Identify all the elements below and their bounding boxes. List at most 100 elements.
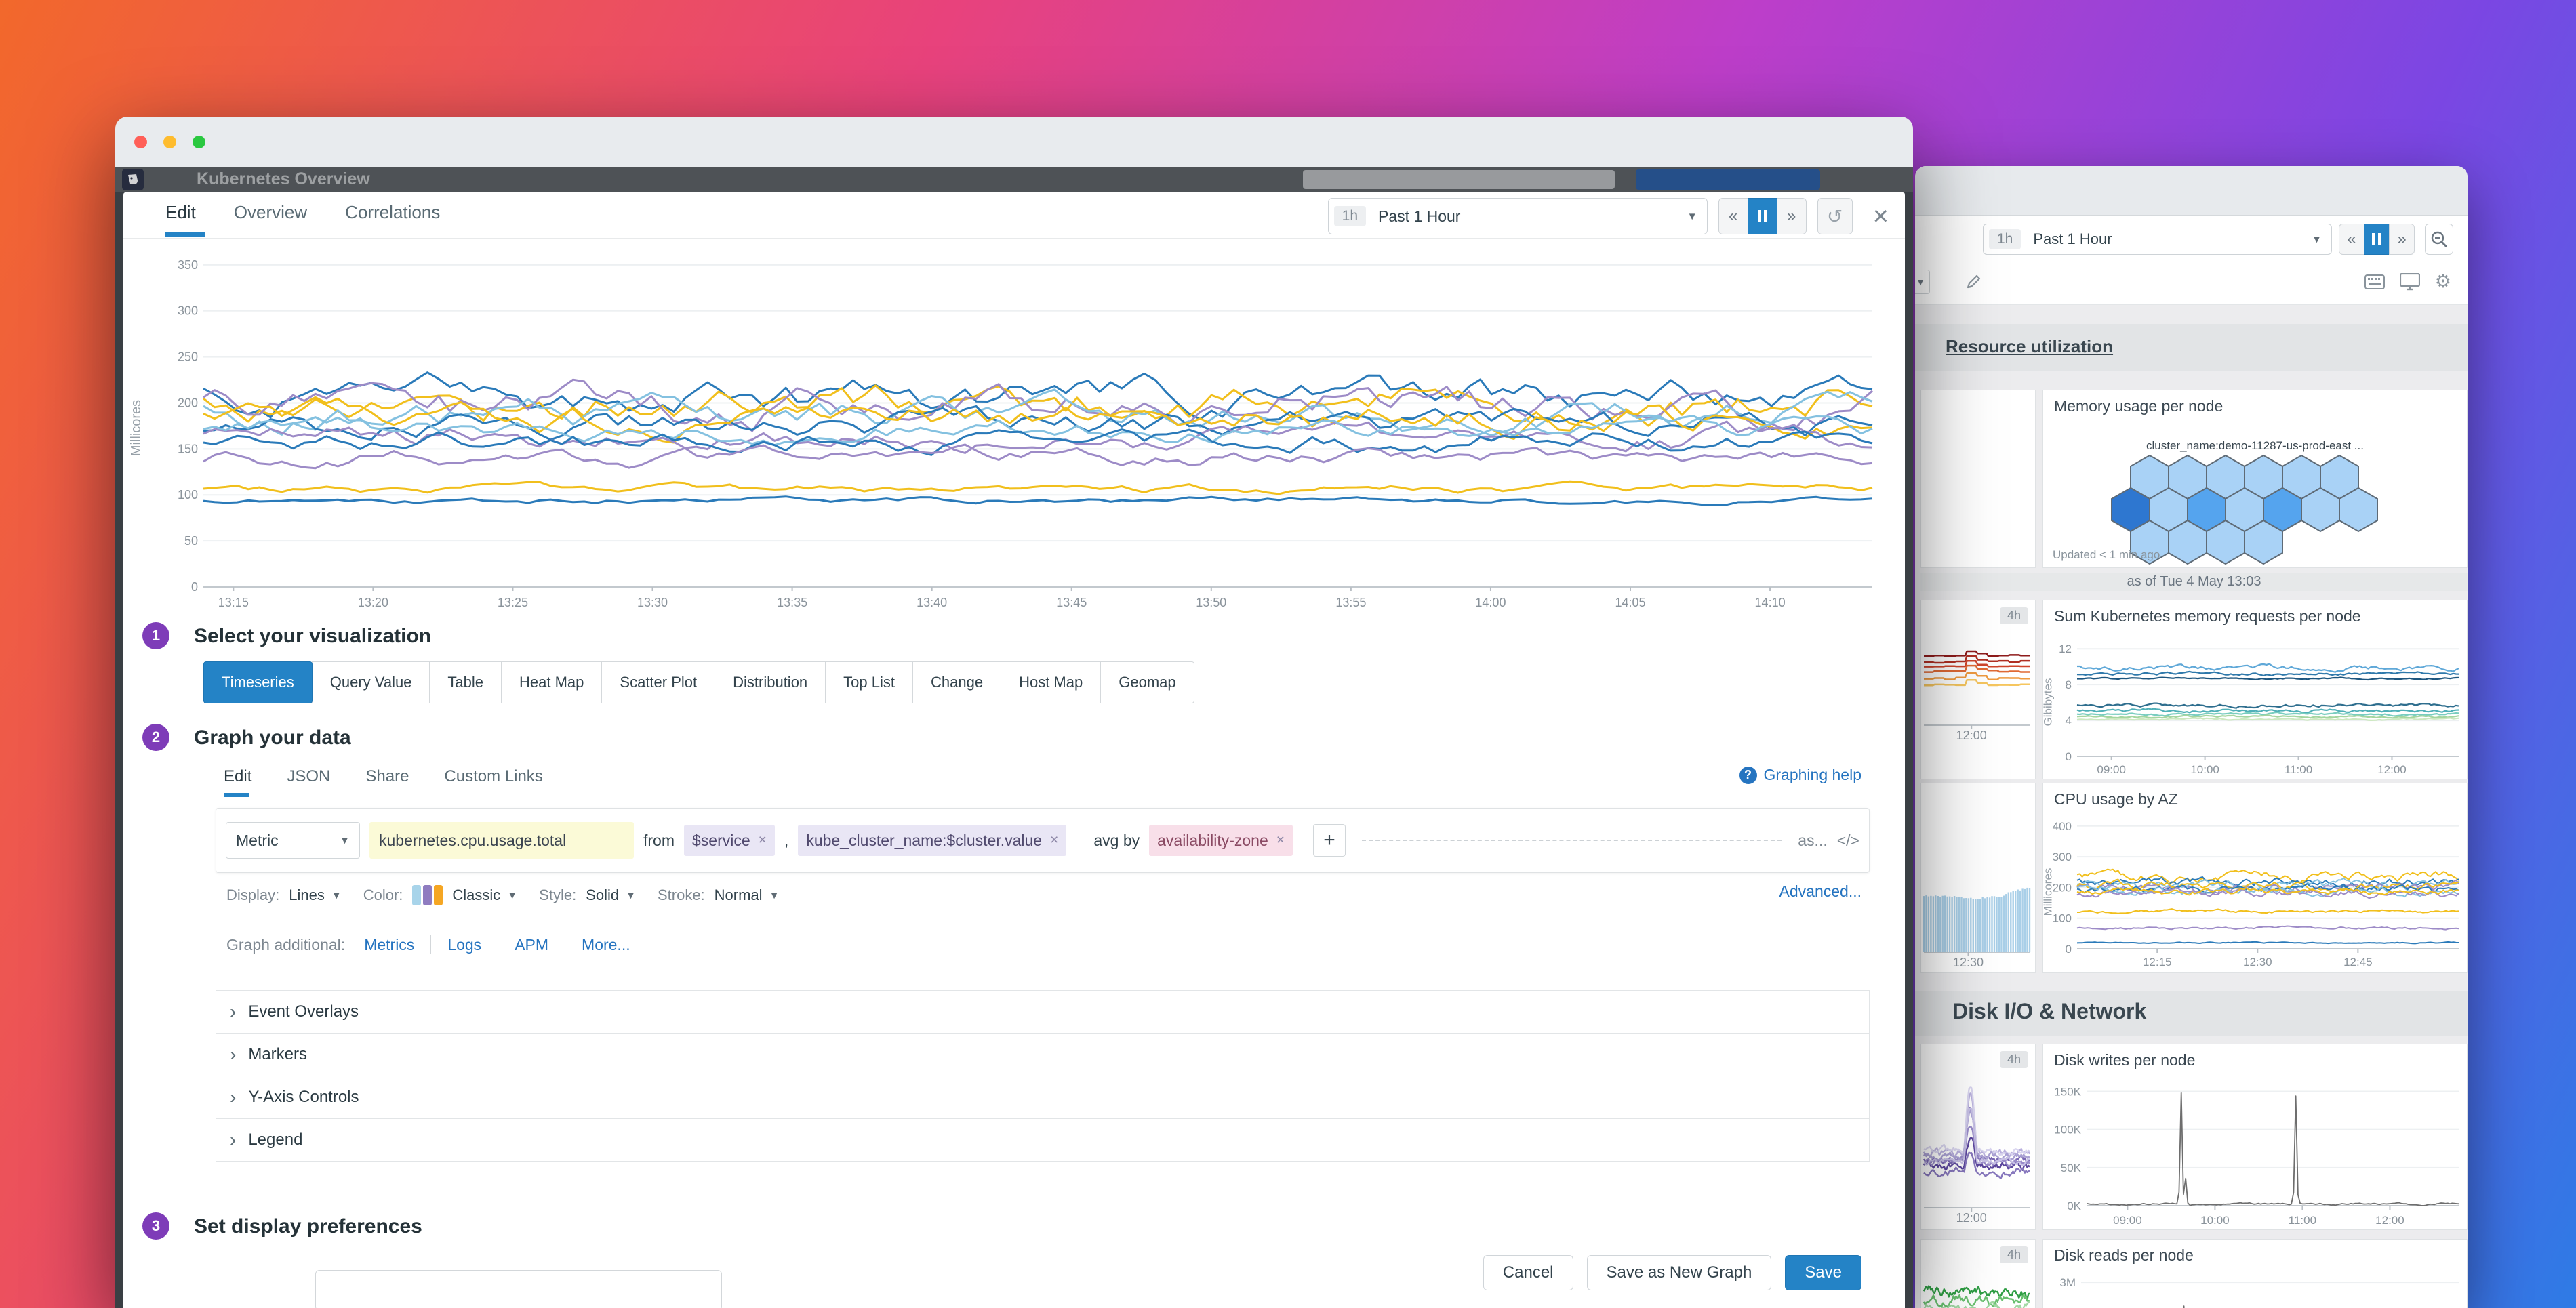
remove-filter-icon[interactable]: × bbox=[1050, 832, 1059, 848]
graph-title-input[interactable] bbox=[315, 1270, 722, 1308]
remove-group-icon[interactable]: × bbox=[1276, 832, 1285, 848]
pause-button[interactable] bbox=[2364, 224, 2390, 255]
tab-edit[interactable]: Edit bbox=[165, 202, 205, 237]
cpu-az-chart[interactable]: 0 100 200 300 400 12:15 12:30 12:45 bbox=[2043, 816, 2467, 969]
cancel-button[interactable]: Cancel bbox=[1483, 1255, 1573, 1290]
svg-text:12:45: 12:45 bbox=[2343, 956, 2373, 968]
event-overlays-section[interactable]: › Event Overlays bbox=[216, 990, 1870, 1034]
partial-red-panel: 4h 12:00 bbox=[1920, 600, 2036, 779]
editor-time-selector[interactable]: 1h Past 1 Hour ▼ bbox=[1327, 198, 1708, 234]
metric-input[interactable]: kubernetes.cpu.usage.total bbox=[369, 822, 634, 859]
viz-change-button[interactable]: Change bbox=[912, 661, 1002, 703]
markers-section[interactable]: › Markers bbox=[216, 1033, 1870, 1076]
code-view-toggle[interactable]: </> bbox=[1836, 831, 1859, 849]
display-type-select[interactable]: Lines ▼ bbox=[289, 886, 341, 904]
gtab-edit[interactable]: Edit bbox=[224, 767, 251, 797]
viz-top-list-button[interactable]: Top List bbox=[825, 661, 913, 703]
add-more-link[interactable]: More... bbox=[582, 935, 630, 954]
gtab-custom-links[interactable]: Custom Links bbox=[444, 767, 543, 785]
viz-distribution-button[interactable]: Distribution bbox=[715, 661, 826, 703]
svg-text:50K: 50K bbox=[2061, 1162, 2082, 1174]
svg-text:100: 100 bbox=[2053, 912, 2072, 925]
close-modal-button[interactable]: × bbox=[1872, 201, 1889, 231]
metric-value: kubernetes.cpu.usage.total bbox=[379, 831, 567, 849]
monitor-icon[interactable] bbox=[2399, 272, 2420, 291]
svg-text:350: 350 bbox=[178, 258, 198, 272]
gtab-share[interactable]: Share bbox=[365, 767, 409, 785]
svg-text:10:00: 10:00 bbox=[2200, 1214, 2230, 1227]
dashboard-window-titlebar[interactable] bbox=[1915, 166, 2468, 216]
viz-timeseries-button[interactable]: Timeseries bbox=[203, 661, 313, 703]
zoom-out-button[interactable] bbox=[2425, 224, 2453, 255]
remove-filter-icon[interactable]: × bbox=[758, 832, 767, 848]
editor-timeseries-chart[interactable]: 0 50 100 150 200 250 300 350 13:15 13:20 13:25 13:3… bbox=[150, 251, 1893, 610]
as-label[interactable]: as... bbox=[1798, 831, 1828, 849]
add-query-button[interactable]: + bbox=[1313, 824, 1346, 857]
add-logs-link[interactable]: Logs bbox=[447, 935, 482, 954]
window-titlebar[interactable] bbox=[115, 117, 1913, 167]
color-select[interactable]: Classic ▼ bbox=[412, 885, 517, 905]
minimize-window-button[interactable] bbox=[163, 136, 176, 148]
forward-button[interactable]: » bbox=[2389, 224, 2415, 255]
style-select[interactable]: Solid ▼ bbox=[586, 886, 636, 904]
svg-text:200: 200 bbox=[178, 396, 198, 409]
query-source-select[interactable]: Metric ▼ bbox=[226, 822, 360, 859]
maximize-window-button[interactable] bbox=[193, 136, 205, 148]
rewind-button[interactable]: « bbox=[2339, 224, 2364, 255]
section-label: Y-Axis Controls bbox=[248, 1088, 359, 1106]
chevron-down-icon: ▼ bbox=[769, 889, 780, 901]
y-axis-controls-section[interactable]: › Y-Axis Controls bbox=[216, 1076, 1870, 1119]
chevron-right-icon: › bbox=[230, 1001, 237, 1022]
advanced-link[interactable]: Advanced... bbox=[1779, 882, 1861, 900]
revert-button[interactable]: ↺ bbox=[1817, 198, 1853, 234]
dashboard-time-selector[interactable]: 1h Past 1 Hour ▼ bbox=[1983, 224, 2332, 255]
dimmed-primary-button bbox=[1636, 169, 1820, 190]
section-title[interactable]: Disk I/O & Network bbox=[1952, 999, 2147, 1023]
legend-section[interactable]: › Legend bbox=[216, 1118, 1870, 1162]
pause-button[interactable] bbox=[1747, 198, 1777, 234]
sum-memory-chart[interactable]: 0 4 8 12 09:00 10:00 11:00 12:00 bbox=[2043, 632, 2467, 777]
disk-writes-chart[interactable]: 0K 50K 100K 150K 09:00 10:00 11:00 12:00 bbox=[2043, 1077, 2467, 1227]
dashboard-title: Kubernetes Overview bbox=[197, 169, 370, 188]
collapsed-dropdown-button[interactable]: ▼ bbox=[1915, 270, 1930, 294]
keyboard-icon[interactable] bbox=[2364, 274, 2385, 289]
save-as-new-graph-button[interactable]: Save as New Graph bbox=[1586, 1255, 1772, 1290]
add-apm-link[interactable]: APM bbox=[515, 935, 549, 954]
memory-hexmap-chart[interactable] bbox=[2093, 453, 2418, 565]
rewind-button[interactable]: « bbox=[1718, 198, 1748, 234]
group-by-pill[interactable]: availability-zone × bbox=[1149, 825, 1293, 856]
dotted-connector bbox=[1362, 840, 1782, 841]
tab-overview[interactable]: Overview bbox=[233, 202, 308, 222]
chevron-down-icon: ▼ bbox=[626, 889, 636, 901]
edit-pencil-icon[interactable] bbox=[1964, 272, 1983, 291]
tab-correlations[interactable]: Correlations bbox=[345, 202, 441, 222]
strip-bars-chart[interactable]: 12:30 bbox=[1921, 858, 2035, 970]
cpu-az-panel: CPU usage by AZ Millicores 0 100 200 300 400… bbox=[2041, 783, 2468, 973]
gear-icon[interactable]: ⚙ bbox=[2434, 271, 2451, 291]
strip-red-chart[interactable]: 12:00 bbox=[1921, 634, 2035, 743]
graphing-help-link[interactable]: ? Graphing help bbox=[1739, 766, 1861, 784]
strip-purple-chart[interactable]: 12:00 bbox=[1921, 1075, 2035, 1225]
stroke-select[interactable]: Normal ▼ bbox=[715, 886, 780, 904]
viz-host-map-button[interactable]: Host Map bbox=[1001, 661, 1102, 703]
viz-geomap-button[interactable]: Geomap bbox=[1100, 661, 1194, 703]
viz-table-button[interactable]: Table bbox=[429, 661, 502, 703]
filter-pill-cluster[interactable]: kube_cluster_name:$cluster.value × bbox=[798, 825, 1067, 856]
forward-button[interactable]: » bbox=[1776, 198, 1807, 234]
chevron-down-icon: ▼ bbox=[1687, 210, 1697, 222]
add-metrics-link[interactable]: Metrics bbox=[364, 935, 415, 954]
section-title[interactable]: Resource utilization bbox=[1946, 336, 2114, 356]
close-window-button[interactable] bbox=[134, 136, 147, 148]
gtab-json[interactable]: JSON bbox=[287, 767, 331, 785]
viz-query-value-button[interactable]: Query Value bbox=[311, 661, 430, 703]
question-circle-icon: ? bbox=[1739, 766, 1757, 784]
strip-green-chart[interactable] bbox=[1921, 1268, 2035, 1308]
save-button[interactable]: Save bbox=[1785, 1255, 1861, 1290]
svg-text:0: 0 bbox=[2066, 750, 2072, 763]
viz-heat-map-button[interactable]: Heat Map bbox=[501, 661, 603, 703]
pause-icon bbox=[1757, 210, 1767, 222]
filter-pill-service[interactable]: $service × bbox=[684, 825, 775, 856]
step-2-badge: 2 bbox=[142, 724, 169, 751]
viz-scatter-plot-button[interactable]: Scatter Plot bbox=[601, 661, 716, 703]
